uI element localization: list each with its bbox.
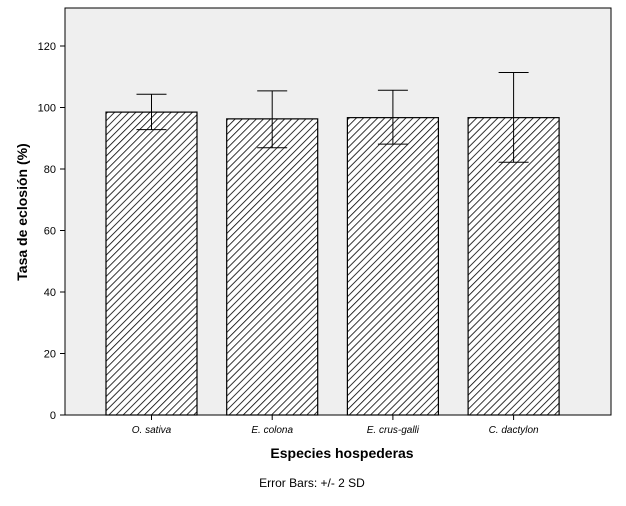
bar	[226, 118, 319, 416]
bar	[467, 117, 560, 416]
y-tick-label: 20	[44, 349, 56, 361]
x-axis-label: Especies hospederas	[270, 445, 413, 461]
y-tick-label: 100	[38, 103, 56, 115]
x-tick-label: E. crus-galli	[367, 425, 420, 436]
x-tick-label: E. colona	[251, 425, 293, 436]
error-bars-footnote: Error Bars: +/- 2 SD	[259, 476, 365, 490]
bar	[346, 117, 439, 416]
x-tick-label: C. dactylon	[489, 425, 539, 436]
y-axis-label: Tasa de eclosión (%)	[14, 143, 30, 280]
y-tick-label: 120	[38, 41, 56, 53]
y-tick-label: 80	[44, 164, 56, 176]
y-tick-label: 60	[44, 226, 56, 238]
x-tick-label: O. sativa	[132, 425, 172, 436]
y-tick-label: 40	[44, 287, 56, 299]
y-tick-label: 0	[50, 410, 56, 422]
bar	[105, 111, 198, 416]
